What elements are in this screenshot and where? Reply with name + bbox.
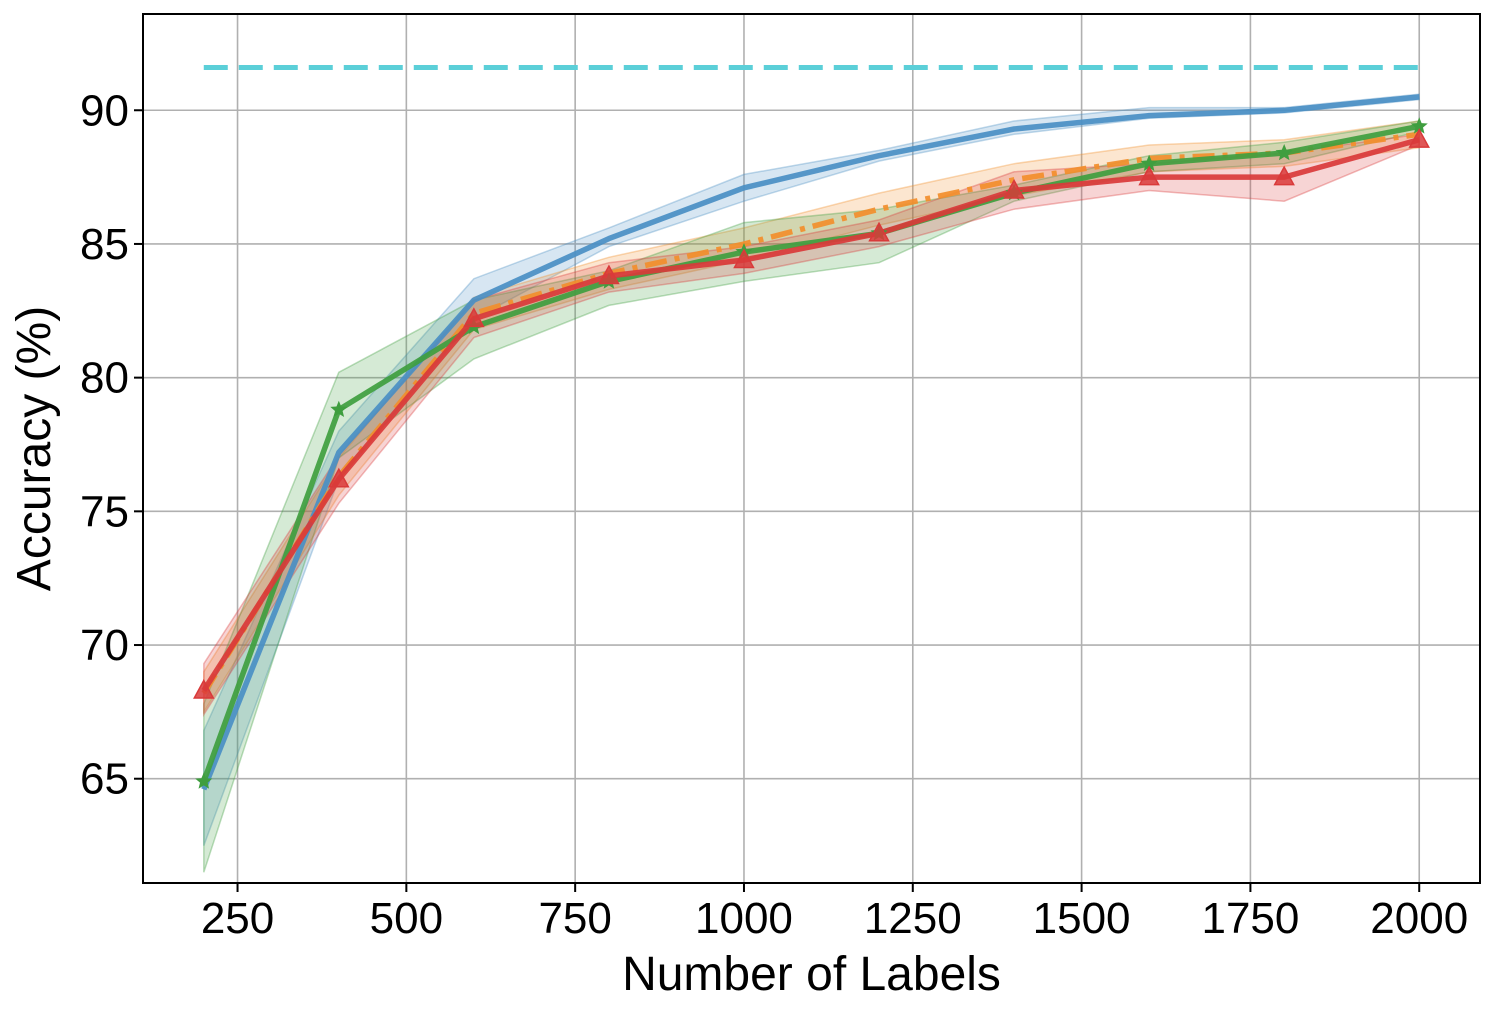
marker-star-2-8: [1275, 144, 1293, 161]
x-axis-title: Number of Labels: [622, 948, 1001, 1001]
marker-star-2-1: [330, 400, 348, 417]
y-tick-label-5: 90: [80, 86, 129, 135]
y-tick-label-1: 70: [80, 621, 129, 670]
line-series-3: [201, 137, 1420, 692]
marker-triangle-3-0: [193, 678, 215, 699]
line-series-2: [201, 123, 1420, 783]
plot-frame: [142, 13, 1481, 884]
marker-triangle-3-9: [1408, 128, 1430, 148]
x-tick-label-5: 1500: [1033, 894, 1131, 943]
confidence-bands: [203, 93, 1420, 873]
x-tick-label-7: 2000: [1370, 894, 1468, 943]
series-markers: [193, 117, 1430, 789]
y-tick-label-4: 85: [80, 220, 129, 269]
y-axis-title: Accuracy (%): [8, 306, 61, 591]
x-tick-label-0: 250: [201, 894, 274, 943]
marker-triangle-3-2: [463, 307, 485, 328]
y-tick-label-2: 75: [80, 487, 129, 536]
marker-triangle-3-5: [868, 221, 890, 242]
x-tick-label-6: 1750: [1201, 894, 1299, 943]
x-tick-label-3: 1000: [695, 894, 793, 943]
marker-star-2-7: [1140, 154, 1158, 171]
marker-star-2-0: [195, 772, 213, 789]
marker-triangle-3-3: [598, 264, 620, 285]
marker-triangle-3-7: [1138, 165, 1160, 186]
x-tick-label-2: 750: [538, 894, 611, 943]
marker-triangle-3-8: [1273, 165, 1295, 186]
marker-triangle-3-4: [733, 248, 755, 269]
x-tick-label-1: 500: [370, 894, 443, 943]
axis-ticks: 250 500 750 1000 1250 1500 1750 2000 65 70 75 80 85 9…: [80, 86, 1468, 943]
marker-star-2-9: [1410, 117, 1428, 134]
x-tick-label-4: 1250: [864, 894, 962, 943]
band-series-0: [203, 93, 1420, 846]
marker-triangle-3-1: [328, 467, 350, 488]
series-lines: [201, 94, 1420, 791]
line-series-0: [201, 94, 1420, 791]
y-tick-label-0: 65: [80, 755, 129, 804]
y-tick-label-3: 80: [80, 354, 129, 403]
marker-triangle-3-6: [1003, 178, 1025, 199]
